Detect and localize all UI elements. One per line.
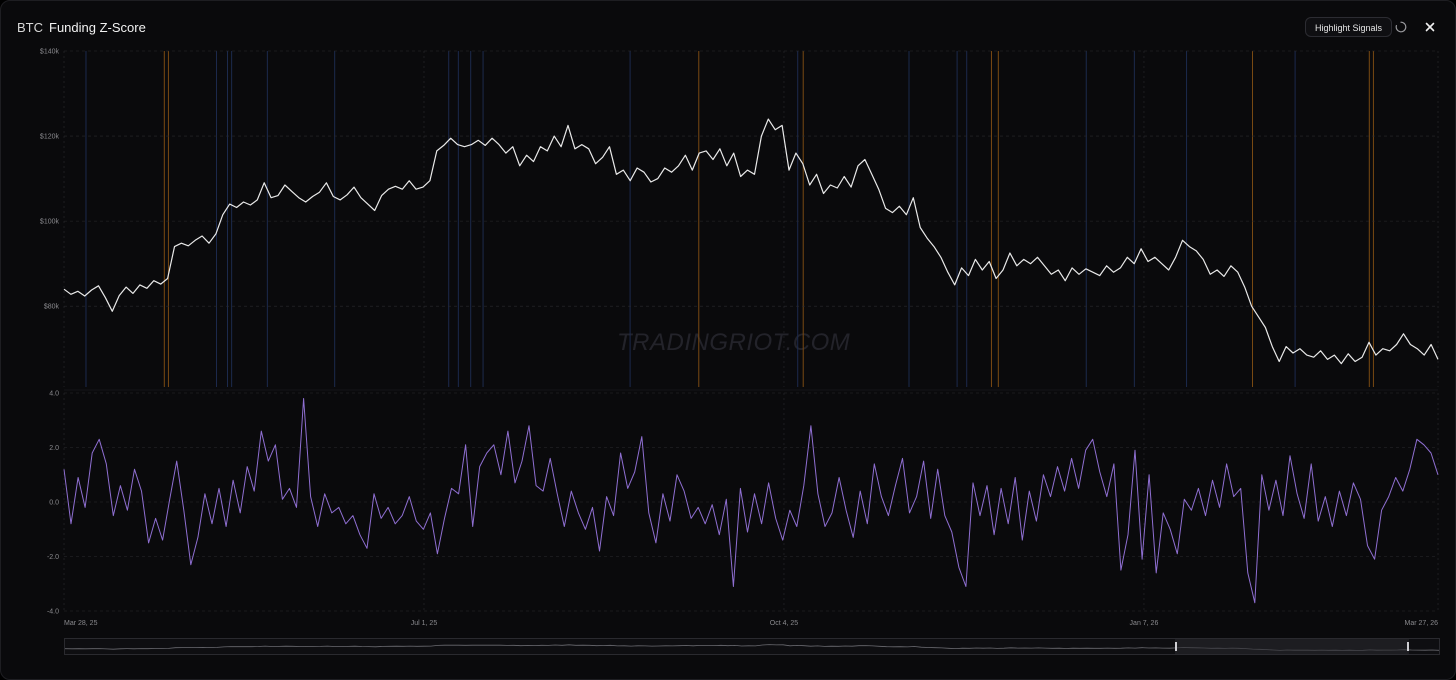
- navigator-handle[interactable]: [1175, 642, 1177, 651]
- highlight-signals-button[interactable]: Highlight Signals: [1305, 17, 1393, 37]
- y-tick-label: -4.0: [47, 609, 59, 616]
- watermark: TRADINGRIOT.COM: [617, 329, 851, 356]
- y-tick-label: -2.0: [47, 554, 59, 561]
- y-tick-label: 4.0: [49, 391, 59, 398]
- symbol-label: BTC: [17, 20, 43, 35]
- navigator-handle[interactable]: [1407, 642, 1409, 651]
- close-button[interactable]: [1419, 16, 1441, 38]
- range-navigator[interactable]: [64, 638, 1440, 655]
- x-tick-label: Mar 27, 26: [1405, 620, 1439, 627]
- y-tick-label: $100k: [40, 219, 60, 226]
- page-title: Funding Z-Score: [49, 20, 146, 35]
- window-title: BTC Funding Z-Score: [17, 20, 146, 35]
- close-icon: [1425, 22, 1435, 32]
- x-tick-label: Jan 7, 26: [1130, 620, 1159, 627]
- x-tick-label: Jul 1, 25: [411, 620, 438, 627]
- zscore-series-line: [63, 398, 1439, 604]
- x-tick-label: Oct 4, 25: [770, 620, 799, 627]
- y-tick-label: $140k: [40, 49, 60, 56]
- navigator-selection[interactable]: [1175, 639, 1409, 654]
- y-tick-label: $120k: [40, 134, 60, 141]
- y-tick-label: 0.0: [49, 500, 59, 507]
- y-tick-label: 2.0: [49, 445, 59, 452]
- refresh-icon: [1395, 21, 1407, 33]
- y-tick-label: $80k: [44, 304, 60, 311]
- navigator-preview: [64, 639, 1440, 654]
- price-series-line: [63, 118, 1439, 365]
- refresh-button[interactable]: [1390, 16, 1412, 38]
- x-tick-label: Mar 28, 25: [64, 620, 98, 627]
